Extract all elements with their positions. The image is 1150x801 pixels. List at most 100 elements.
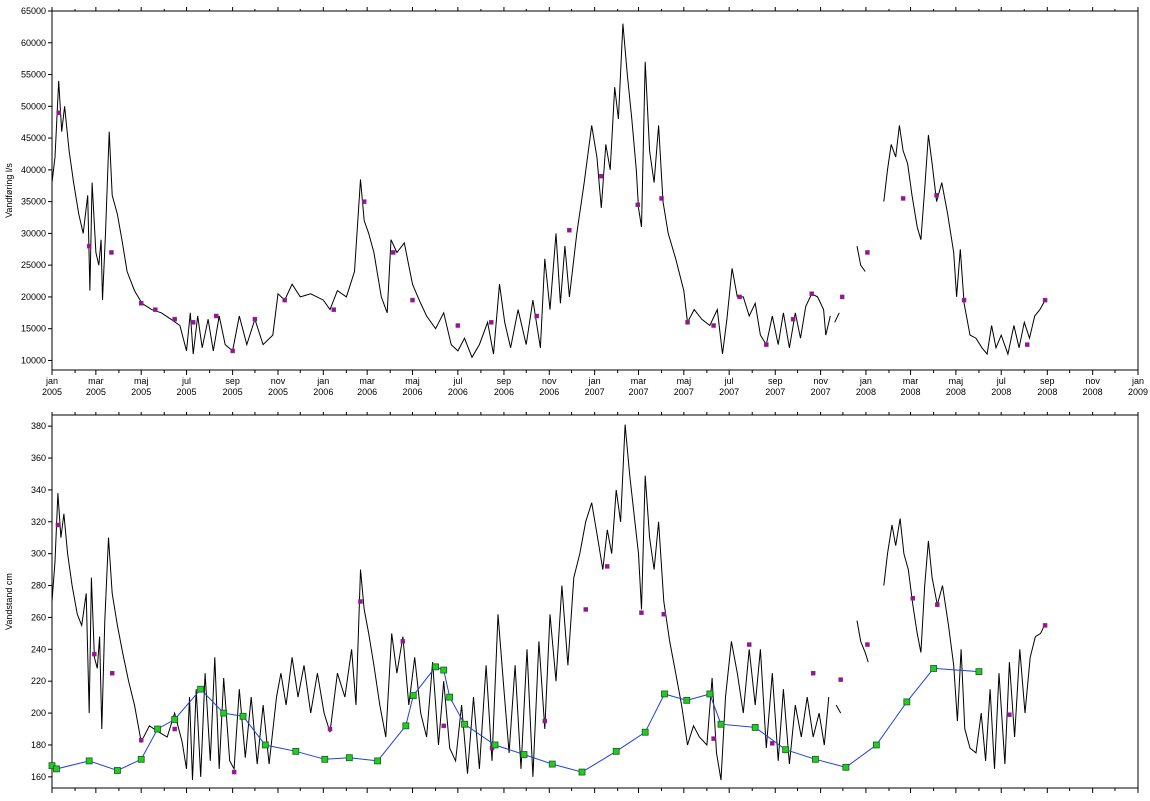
manual-reading-marker	[461, 720, 468, 728]
measurement-marker	[764, 342, 769, 347]
measurement-marker	[109, 670, 115, 676]
measurement-marker	[282, 297, 287, 303]
x-tick-label-month: sep	[497, 376, 512, 386]
y-tick-label: 160	[31, 772, 46, 782]
measurement-marker	[489, 320, 494, 325]
x-tick-label-year: 2005	[131, 387, 151, 397]
series-line-segment	[856, 620, 869, 663]
y-tick-label: 30000	[21, 228, 46, 238]
x-tick-label-month: mar	[903, 376, 919, 386]
y-tick-label: 25000	[21, 260, 46, 270]
y-tick-label: 40000	[21, 165, 46, 175]
manual-reading-marker	[446, 693, 454, 701]
manual-reading-marker	[171, 716, 179, 723]
manual-reading-marker	[402, 722, 410, 730]
measurement-marker	[138, 737, 144, 743]
series-line-segment	[835, 704, 842, 714]
x-tick-label-month: maj	[949, 376, 964, 386]
x-tick-label-year: 2007	[628, 387, 648, 397]
measurement-marker	[400, 639, 406, 644]
manual-reading-marker	[782, 746, 790, 754]
measurement-marker	[639, 610, 644, 615]
measurement-marker	[1042, 297, 1048, 303]
manual-reading-marker	[239, 712, 247, 720]
measurement-marker	[56, 110, 61, 115]
x-tick-label-month: jul	[452, 376, 462, 386]
measurement-marker	[534, 313, 539, 319]
y-tick-label: 320	[31, 517, 46, 527]
manual-reading-marker	[842, 763, 850, 771]
manual-reading-marker	[683, 696, 691, 704]
y-tick-label: 300	[31, 549, 46, 559]
measurement-marker	[441, 723, 446, 729]
x-tick-label-month: nov	[813, 376, 828, 386]
measurement-marker	[961, 297, 967, 303]
manual-reading-marker	[374, 757, 381, 765]
manual-reading-marker	[578, 768, 586, 776]
x-tick-label-year: 2005	[177, 387, 197, 397]
y-tick-label: 50000	[21, 101, 46, 111]
y-axis-label: Vandstand cm	[4, 573, 14, 630]
measurement-marker	[55, 522, 61, 528]
x-tick-label-month: maj	[405, 376, 420, 386]
measurement-marker	[770, 741, 775, 746]
measurement-marker	[599, 173, 604, 179]
x-tick-label-month: nov	[1085, 376, 1100, 386]
measurement-marker	[214, 313, 219, 319]
manual-reading-marker	[154, 725, 161, 733]
x-tick-label-year: 2008	[946, 387, 966, 397]
y-tick-label: 260	[31, 612, 46, 622]
series-line-segment	[883, 518, 1046, 769]
measurement-marker	[934, 193, 939, 198]
measurement-marker	[542, 718, 548, 724]
manual-reading-marker	[520, 751, 528, 758]
x-tick-label-year: 2005	[86, 387, 106, 397]
measurement-marker	[190, 320, 196, 325]
x-tick-label-month: jan	[588, 376, 601, 386]
x-tick-label-year: 2006	[448, 387, 468, 397]
y-tick-label: 20000	[21, 292, 46, 302]
series-line-segment	[856, 246, 866, 272]
x-tick-label-year: 2007	[719, 387, 739, 397]
manual-reading-marker	[53, 765, 60, 773]
x-tick-label-month: sep	[1040, 376, 1055, 386]
measurement-marker	[935, 602, 940, 607]
y-tick-label: 340	[31, 485, 46, 495]
measurement-marker	[231, 769, 237, 775]
y-tick-label: 180	[31, 740, 46, 750]
measurement-marker	[172, 726, 177, 732]
measurement-marker	[109, 250, 114, 255]
x-tick-label-month: jan	[859, 376, 872, 386]
y-axis-label: Vandføring l/s	[4, 163, 14, 218]
manual-reading-marker	[491, 741, 499, 749]
manual-reading-marker	[872, 741, 880, 749]
manual-reading-marker	[641, 728, 649, 736]
x-tick-label-year: 2005	[268, 387, 288, 397]
x-tick-label-year: 2007	[811, 387, 831, 397]
x-tick-label-month: nov	[542, 376, 557, 386]
measurement-marker	[737, 294, 742, 300]
x-tick-label-month: mar	[88, 376, 104, 386]
measurement-marker	[900, 196, 906, 201]
x-tick-label-year: 2007	[585, 387, 605, 397]
y-tick-label: 280	[31, 581, 46, 591]
y-tick-label: 60000	[21, 38, 46, 48]
x-tick-label-month: jan	[45, 376, 58, 386]
series-line-segment	[834, 312, 840, 323]
manual-reading-marker	[432, 663, 439, 671]
manual-reading-marker	[903, 698, 911, 706]
manual-reading-marker	[751, 724, 759, 731]
x-tick-label-year: 2007	[765, 387, 785, 397]
measurement-marker	[1024, 342, 1030, 347]
x-tick-label-year: 2006	[539, 387, 559, 397]
measurement-marker	[390, 250, 396, 255]
manual-reading-marker	[261, 741, 269, 749]
y-tick-label: 10000	[21, 355, 46, 365]
series-line-segment	[51, 424, 830, 781]
y-tick-label: 65000	[21, 6, 46, 16]
x-tick-label-year: 2009	[1128, 387, 1148, 397]
measurement-marker	[138, 301, 144, 306]
x-tick-label-month: sep	[768, 376, 783, 386]
x-tick-label-month: maj	[677, 376, 692, 386]
